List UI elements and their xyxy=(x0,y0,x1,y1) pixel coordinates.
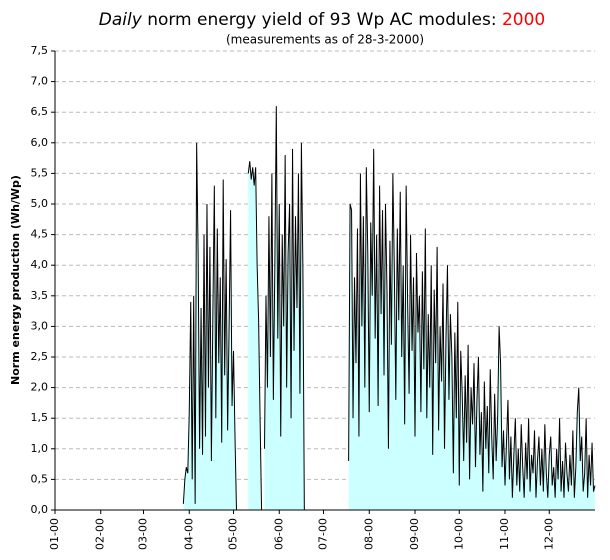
data-line xyxy=(182,106,596,511)
y-tick-label: 1,5 xyxy=(31,411,49,424)
title-text: norm energy yield of 93 Wp AC modules: xyxy=(147,10,496,30)
x-tick-label: 12-00 xyxy=(542,518,555,550)
x-tick-label: 08-00 xyxy=(362,518,375,550)
y-tick-label: 7,5 xyxy=(31,44,49,57)
y-tick-label: 3,0 xyxy=(31,319,49,332)
x-tick-label: 11-00 xyxy=(498,518,511,550)
y-tick-label: 0,0 xyxy=(31,503,49,516)
x-tick-label: 01-00 xyxy=(48,518,61,550)
x-tick-label: 07-00 xyxy=(317,518,330,550)
x-tick-label: 09-00 xyxy=(408,518,421,550)
y-tick-label: 1,0 xyxy=(31,442,49,455)
title-year: 2000 xyxy=(502,10,545,30)
y-tick-label: 2,5 xyxy=(31,350,49,363)
y-tick-label: 6,0 xyxy=(31,136,49,149)
y-tick-label: 4,5 xyxy=(31,228,49,241)
y-axis-label: Norm energy production (Wh/Wp) xyxy=(9,175,22,385)
chart-title: Daily norm energy yield of 93 Wp AC modu… xyxy=(99,10,545,30)
area-fill xyxy=(183,106,596,510)
y-tick-label: 3,5 xyxy=(31,289,49,302)
x-tick-label: 05-00 xyxy=(227,518,240,550)
y-tick-label: 5,0 xyxy=(31,197,49,210)
y-tick-label: 0,5 xyxy=(31,472,49,485)
y-tick-label: 5,5 xyxy=(31,166,49,179)
x-tick-label: 10-00 xyxy=(452,518,465,550)
x-tick-label: 06-00 xyxy=(272,518,285,550)
y-tick-label: 7,0 xyxy=(31,75,49,88)
chart-subtitle: (measurements as of 28-3-2000) xyxy=(226,33,424,47)
x-tick-label: 02-00 xyxy=(94,518,107,550)
title-prefix: Daily xyxy=(99,10,143,30)
y-tick-label: 4,0 xyxy=(31,258,49,271)
x-tick-label: 04-00 xyxy=(182,518,195,550)
y-tick-label: 2,0 xyxy=(31,381,49,394)
x-tick-label: 03-00 xyxy=(137,518,150,550)
y-tick-label: 6,5 xyxy=(31,105,49,118)
